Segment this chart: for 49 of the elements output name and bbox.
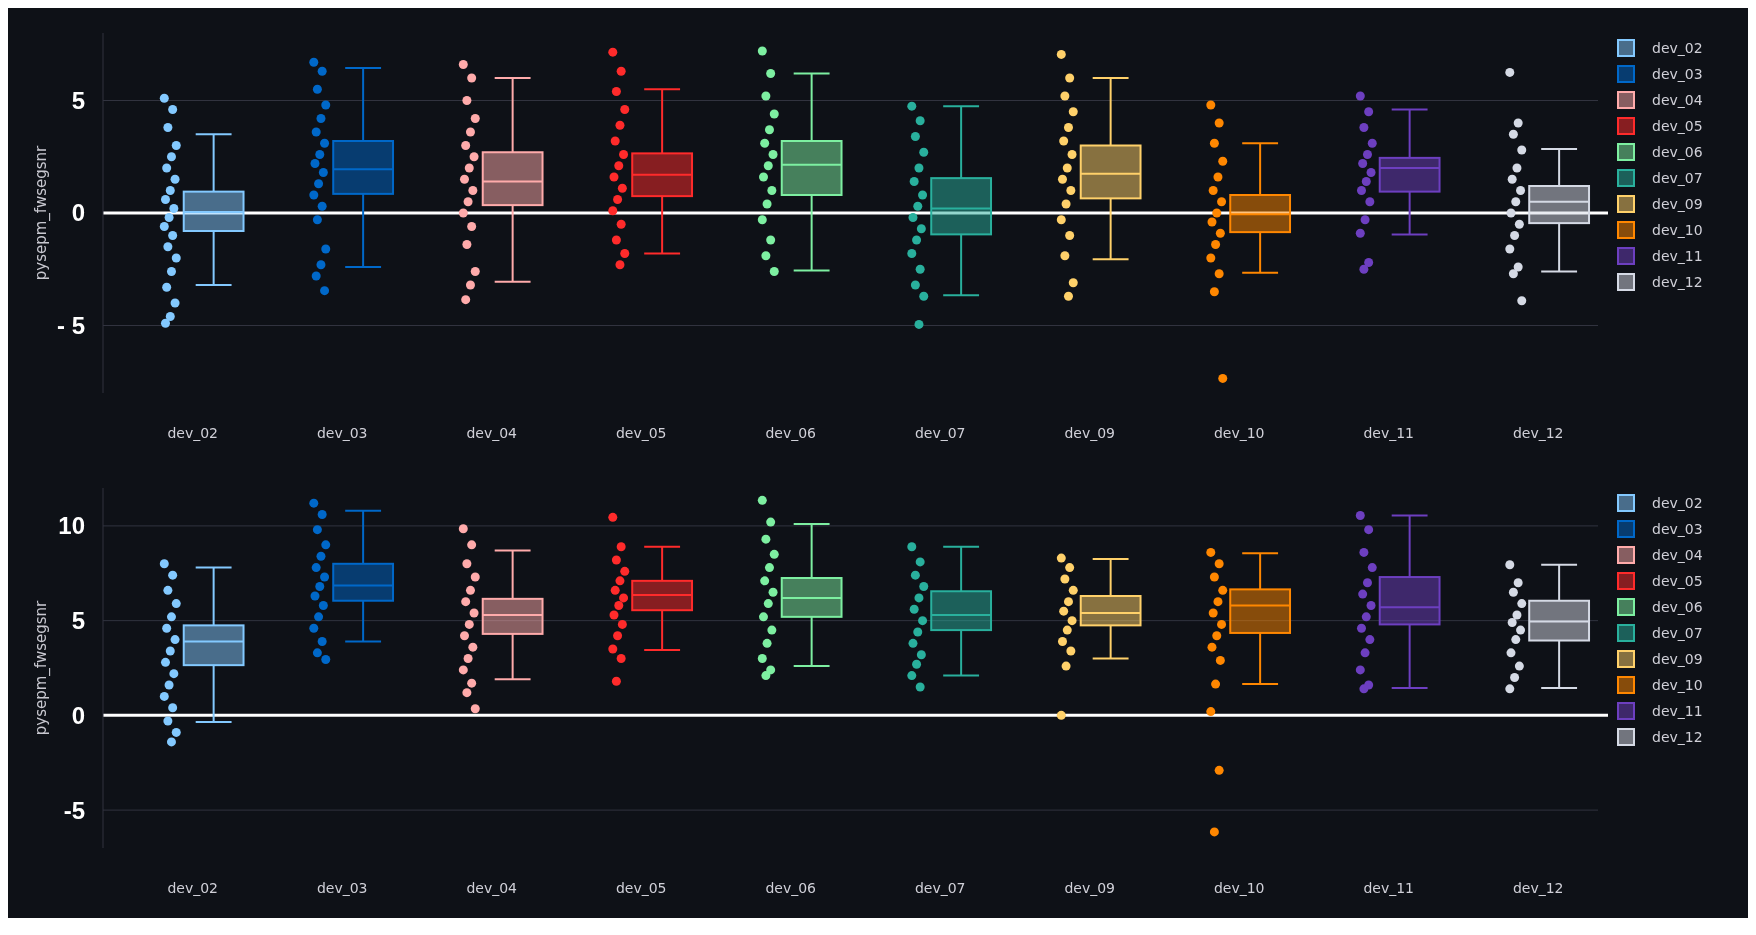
legend-label: dev_11	[1652, 702, 1703, 719]
legend-label: dev_06	[1652, 598, 1703, 615]
x-tick-label: dev_02	[167, 880, 218, 896]
y-tick-label: - 5	[56, 311, 85, 339]
y-tick-label: 0	[71, 199, 85, 227]
x-tick-label: dev_12	[1512, 425, 1564, 441]
legend-label: dev_09	[1652, 195, 1703, 212]
y-tick-label: 10	[58, 512, 85, 540]
legend-label: dev_05	[1652, 572, 1703, 589]
legend-label: dev_04	[1652, 546, 1703, 563]
x-tick-label: dev_03	[316, 880, 368, 896]
legend-label: dev_07	[1652, 169, 1703, 186]
y-tick-label: -5	[63, 796, 85, 824]
x-tick-label: dev_02	[167, 425, 218, 441]
x-tick-label: dev_09	[1064, 425, 1115, 441]
x-tick-label: dev_06	[765, 880, 817, 896]
y-axis-title: pysepm_fwsegsnr	[32, 144, 51, 281]
legend-label: dev_02	[1652, 494, 1703, 511]
legend-label: dev_09	[1652, 650, 1703, 667]
x-tick-label: dev_11	[1363, 880, 1414, 896]
x-tick-label: dev_05	[615, 880, 667, 896]
legend-label: dev_06	[1652, 143, 1703, 160]
y-tick-label: 5	[71, 607, 85, 635]
x-tick-label: dev_05	[615, 425, 667, 441]
x-tick-label: dev_06	[765, 425, 817, 441]
y-tick-label: 5	[71, 86, 85, 114]
legend-label: dev_03	[1652, 520, 1703, 537]
legend-label: dev_12	[1652, 728, 1703, 745]
legend-label: dev_07	[1652, 624, 1703, 641]
legend-label: dev_10	[1652, 676, 1703, 693]
y-tick-label: 0	[71, 701, 85, 729]
legend-label: dev_04	[1652, 91, 1703, 108]
legend-label: dev_03	[1652, 65, 1703, 82]
x-tick-label: dev_07	[914, 425, 966, 441]
x-tick-label: dev_12	[1512, 880, 1564, 896]
x-tick-label: dev_03	[316, 425, 368, 441]
x-tick-label: dev_11	[1363, 425, 1414, 441]
legend-label: dev_10	[1652, 221, 1703, 238]
legend-label: dev_05	[1652, 117, 1703, 134]
x-tick-label: dev_04	[466, 425, 518, 441]
x-tick-label: dev_10	[1213, 425, 1265, 441]
x-tick-label: dev_04	[466, 880, 518, 896]
y-axis-title: pysepm_fwsegsnr	[32, 599, 51, 736]
legend-label: dev_02	[1652, 39, 1703, 56]
legend-label: dev_11	[1652, 247, 1703, 264]
x-tick-label: dev_10	[1213, 880, 1265, 896]
x-tick-label: dev_09	[1064, 880, 1115, 896]
x-tick-label: dev_07	[914, 880, 966, 896]
legend-label: dev_12	[1652, 273, 1703, 290]
